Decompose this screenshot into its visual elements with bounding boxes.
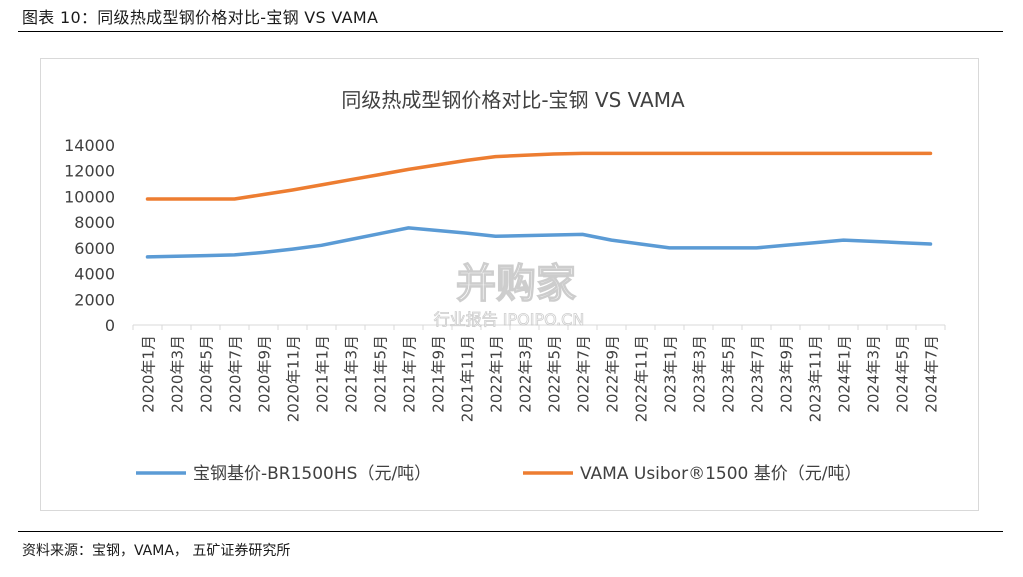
x-tick-label: 2021年1月 [314, 335, 332, 413]
y-tick-label: 4000 [74, 265, 115, 284]
x-tick-label: 2023年1月 [662, 335, 680, 413]
y-tick-label: 12000 [64, 162, 115, 181]
x-tick-label: 2023年5月 [720, 335, 738, 413]
legend: 宝钢基价-BR1500HS（元/吨） VAMA Usibor®1500 基价（元/… [136, 464, 861, 484]
chart-title: 同级热成型钢价格对比-宝钢 VS VAMA [341, 88, 685, 112]
x-tick-label: 2021年5月 [372, 335, 390, 413]
chart-frame: 同级热成型钢价格对比-宝钢 VS VAMA 0 2000 4000 6000 8000 1… [40, 58, 979, 511]
x-tick-label: 2020年5月 [198, 335, 216, 413]
x-tick-label: 2020年11月 [285, 335, 303, 422]
x-tick-label: 2023年7月 [749, 335, 767, 413]
x-tick-label: 2021年7月 [401, 335, 419, 413]
figure-caption: 图表 10：同级热成型钢价格对比-宝钢 VS VAMA [22, 8, 379, 27]
source-note: 资料来源：宝钢，VAMA， 五矿证券研究所 [22, 543, 291, 559]
x-tick-label: 2023年11月 [807, 335, 825, 422]
series-line-2 [145, 151, 933, 201]
x-tick-label: 2022年7月 [575, 335, 593, 413]
x-tick-label: 2022年11月 [633, 335, 651, 422]
x-tick-label: 2020年9月 [256, 335, 274, 413]
y-tick-label: 8000 [74, 213, 115, 232]
y-tick-label: 2000 [74, 290, 115, 309]
watermark: 并购家 行业报告 IPOIPO.CN [433, 260, 585, 329]
x-tick-label: 2022年9月 [604, 335, 622, 413]
x-tick-label: 2024年3月 [865, 335, 883, 413]
legend-label-2: VAMA Usibor®1500 基价（元/吨） [580, 464, 861, 484]
x-tick-label: 2020年3月 [169, 335, 187, 413]
y-tick-label: 10000 [64, 187, 115, 206]
y-tick-label: 14000 [64, 136, 115, 155]
x-tick-label: 2021年9月 [430, 335, 448, 413]
x-tick-label: 2024年5月 [894, 335, 912, 413]
watermark-sub: 行业报告 IPOIPO.CN [434, 310, 585, 329]
x-tick-label: 2022年1月 [488, 335, 506, 413]
top-divider [18, 31, 1003, 32]
series-line-1 [145, 226, 933, 259]
x-tick-label: 2022年3月 [517, 335, 535, 413]
bottom-divider [18, 531, 1003, 532]
x-tick-label: 2021年3月 [343, 335, 361, 413]
x-tick-label: 2020年1月 [140, 335, 158, 413]
y-tick-label: 6000 [74, 239, 115, 258]
x-tick-label: 2020年7月 [227, 335, 245, 413]
y-tick-label: 0 [105, 316, 115, 335]
watermark-brand: 并购家 [456, 261, 576, 307]
line-chart: 同级热成型钢价格对比-宝钢 VS VAMA 0 2000 4000 6000 8000 1… [64, 88, 946, 484]
x-tick-label: 2022年5月 [546, 335, 564, 413]
x-tick-label: 2021年11月 [459, 335, 477, 422]
x-tick-label: 2023年9月 [778, 335, 796, 413]
x-tick-label: 2024年1月 [836, 335, 854, 413]
x-tick-label: 2023年3月 [691, 335, 709, 413]
legend-label-1: 宝钢基价-BR1500HS（元/吨） [193, 464, 431, 484]
x-tick-label: 2024年7月 [923, 335, 941, 413]
